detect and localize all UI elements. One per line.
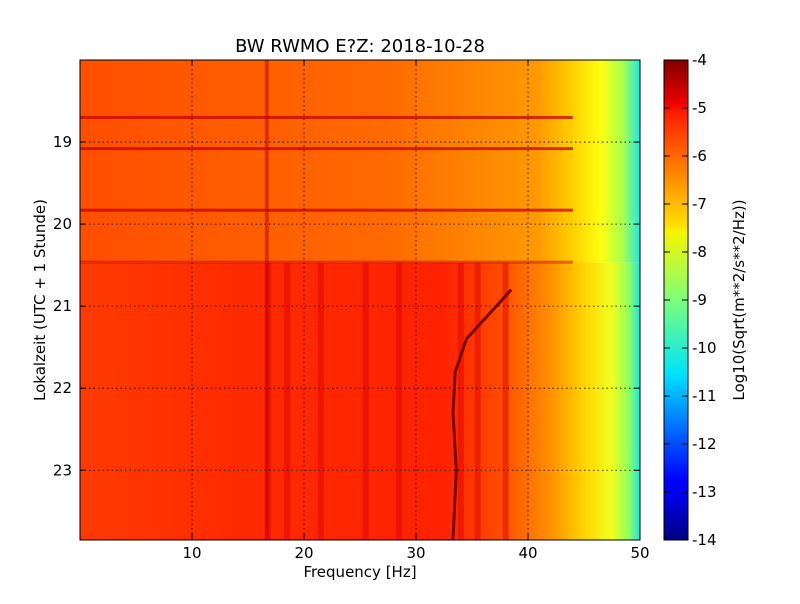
x-axis: 10 20 30 40 50 (182, 60, 650, 562)
colorbar-tick-label-1: -5 (692, 99, 707, 117)
grid-lines (80, 60, 640, 540)
colorbar-label: Log10(Sqrt(m**2/s**2/Hz)) (730, 199, 748, 400)
colorbar-tick-label-10: -14 (692, 531, 717, 549)
horizontal-line-0 (80, 115, 573, 119)
colorbar-tick-label-6: -10 (692, 339, 717, 357)
colorbar-tick-label-9: -13 (692, 483, 717, 501)
x-tick-label-1: 20 (294, 544, 313, 562)
y-axis: 19 20 21 22 23 (53, 133, 640, 479)
x-tick-label-0: 10 (182, 544, 201, 562)
horizontal-line-2 (80, 208, 573, 212)
colorbar-tick-label-8: -12 (692, 435, 717, 453)
vertical-band-7 (502, 262, 509, 540)
colorbar-tick-label-5: -9 (692, 291, 707, 309)
colorbar-tick-label-7: -11 (692, 387, 717, 405)
chart-title: BW RWMO E?Z: 2018-10-28 (235, 36, 485, 57)
colorbar-tick-label-0: -4 (692, 51, 707, 69)
x-tick-label-3: 40 (518, 544, 537, 562)
drifting-tone-line (451, 288, 513, 540)
spectrogram-area (80, 60, 640, 540)
x-tick-label-4: 50 (630, 544, 649, 562)
colorbar-tick-label-4: -8 (692, 243, 707, 261)
x-tick-label-2: 30 (406, 544, 425, 562)
y-tick-label-2: 21 (53, 297, 72, 315)
vertical-band-6 (474, 262, 481, 540)
vertical-band-1 (284, 262, 291, 540)
plot-frame (79, 59, 641, 541)
transition-line (80, 260, 573, 264)
vertical-band-3 (362, 262, 369, 540)
horizontal-line-1 (80, 147, 573, 151)
colorbar-tick-label-2: -6 (692, 147, 707, 165)
vertical-band-5 (457, 262, 464, 540)
vertical-band-4 (396, 262, 403, 540)
y-tick-label-1: 20 (53, 215, 72, 233)
quiet-period-band (80, 60, 640, 263)
y-tick-label-4: 23 (53, 461, 72, 479)
noisy-period-band (80, 262, 640, 540)
y-tick-label-0: 19 (53, 133, 72, 151)
y-tick-label-3: 22 (53, 379, 72, 397)
colorbar-axis: -4 -5 -6 -7 -8 -9 -10 -11 -12 -13 -14 (664, 51, 717, 549)
x-axis-label: Frequency [Hz] (303, 563, 416, 581)
vertical-band-2 (317, 262, 324, 540)
vertical-band-top (264, 60, 269, 540)
colorbar-tick-label-3: -7 (692, 195, 707, 213)
y-axis-label: Lokalzeit (UTC + 1 Stunde) (31, 199, 49, 401)
